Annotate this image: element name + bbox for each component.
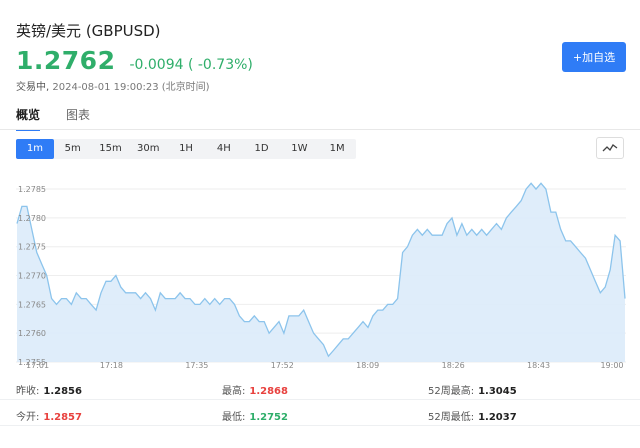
- range-1w[interactable]: 1W: [291, 143, 308, 154]
- stat-label: 52周最低:: [428, 412, 475, 423]
- price-change: -0.0094 ( -0.73%): [129, 57, 253, 73]
- market-status: 交易中, 2024-08-01 19:00:23 (北京时间): [16, 78, 210, 93]
- add-watchlist-button[interactable]: +加自选: [562, 42, 626, 72]
- instrument-title: 英镑/美元 (GBPUSD): [16, 22, 161, 40]
- x-tick-label: 17:35: [185, 361, 208, 370]
- stat-value: 1.3045: [478, 386, 517, 397]
- price-chart: 1.2755 1.2760 1.2765 1.2770 1.2775 1.2780 1.27…: [16, 182, 626, 370]
- stat-label: 52周最高:: [428, 386, 475, 397]
- stat-52w-high: 52周最高: 1.3045: [428, 382, 517, 397]
- range-15m[interactable]: 15m: [99, 143, 122, 154]
- current-price: 1.2762: [16, 46, 116, 75]
- range-1m[interactable]: 1m: [16, 139, 54, 159]
- timestamp: 2024-08-01 19:00:23 (北京时间): [52, 82, 210, 93]
- tabs-divider: [0, 129, 640, 130]
- y-tick-label: 1.2770: [18, 272, 46, 281]
- tab-chart[interactable]: 图表: [66, 108, 91, 122]
- y-axis-ticks: 1.2755 1.2760 1.2765 1.2770 1.2775 1.2780 1.27…: [18, 185, 46, 367]
- stats-row-2: 今开: 1.2857 最低: 1.2752 52周最低: 1.2037: [0, 400, 640, 426]
- tab-overview[interactable]: 概览: [16, 106, 41, 131]
- range-4h[interactable]: 4H: [216, 143, 231, 154]
- chart-type-button[interactable]: [596, 137, 624, 159]
- tab-bar: 概览 图表: [16, 106, 116, 131]
- y-tick-label: 1.2775: [18, 243, 46, 252]
- line-chart-icon: [602, 144, 618, 152]
- stat-open: 今开: 1.2857: [16, 408, 82, 423]
- x-tick-label: 18:26: [442, 361, 465, 370]
- time-range-selector: 1m 5m 15m 30m 1H 4H 1D 1W 1M: [16, 139, 356, 159]
- chart-price-line: [16, 182, 626, 358]
- chart-area-fill: [17, 183, 625, 362]
- y-tick-label: 1.2755: [18, 358, 46, 367]
- stat-low: 最低: 1.2752: [222, 408, 288, 423]
- x-tick-label: 17:52: [271, 361, 294, 370]
- y-tick-label: 1.2765: [18, 300, 46, 309]
- x-tick-label: 19:00: [600, 361, 623, 370]
- x-tick-label: 17:18: [100, 361, 123, 370]
- stats-table: 昨收: 1.2856 最高: 1.2868 52周最高: 1.3045 今开: 1.28…: [0, 374, 640, 426]
- trading-state: 交易中,: [16, 82, 50, 93]
- price-row: 1.2762 -0.0094 ( -0.73%): [16, 46, 253, 75]
- stat-prev-close: 昨收: 1.2856: [16, 382, 82, 397]
- y-tick-label: 1.2780: [18, 214, 46, 223]
- range-30m[interactable]: 30m: [137, 143, 160, 154]
- y-tick-label: 1.2785: [18, 185, 46, 194]
- stat-value: 1.2868: [249, 386, 288, 397]
- range-1d[interactable]: 1D: [254, 143, 269, 154]
- range-5m[interactable]: 5m: [64, 143, 81, 154]
- stat-label: 今开:: [16, 412, 40, 423]
- range-1h[interactable]: 1H: [179, 143, 193, 154]
- x-axis-ticks: 17:01 17:18 17:35 17:52 18:09 18:26 18:43 19:00: [26, 361, 624, 370]
- stat-value: 1.2037: [478, 412, 517, 423]
- stat-high: 最高: 1.2868: [222, 382, 288, 397]
- stat-52w-low: 52周最低: 1.2037: [428, 408, 517, 423]
- stat-value: 1.2856: [43, 386, 82, 397]
- y-tick-label: 1.2760: [18, 329, 46, 338]
- x-tick-label: 17:01: [26, 361, 49, 370]
- x-tick-label: 18:43: [527, 361, 550, 370]
- range-1mo[interactable]: 1M: [329, 143, 345, 154]
- stat-label: 最高:: [222, 386, 246, 397]
- stat-label: 昨收:: [16, 386, 40, 397]
- stat-label: 最低:: [222, 412, 246, 423]
- stat-value: 1.2752: [249, 412, 288, 423]
- stats-row-1: 昨收: 1.2856 最高: 1.2868 52周最高: 1.3045: [0, 374, 640, 400]
- stat-value: 1.2857: [43, 412, 82, 423]
- x-tick-label: 18:09: [356, 361, 379, 370]
